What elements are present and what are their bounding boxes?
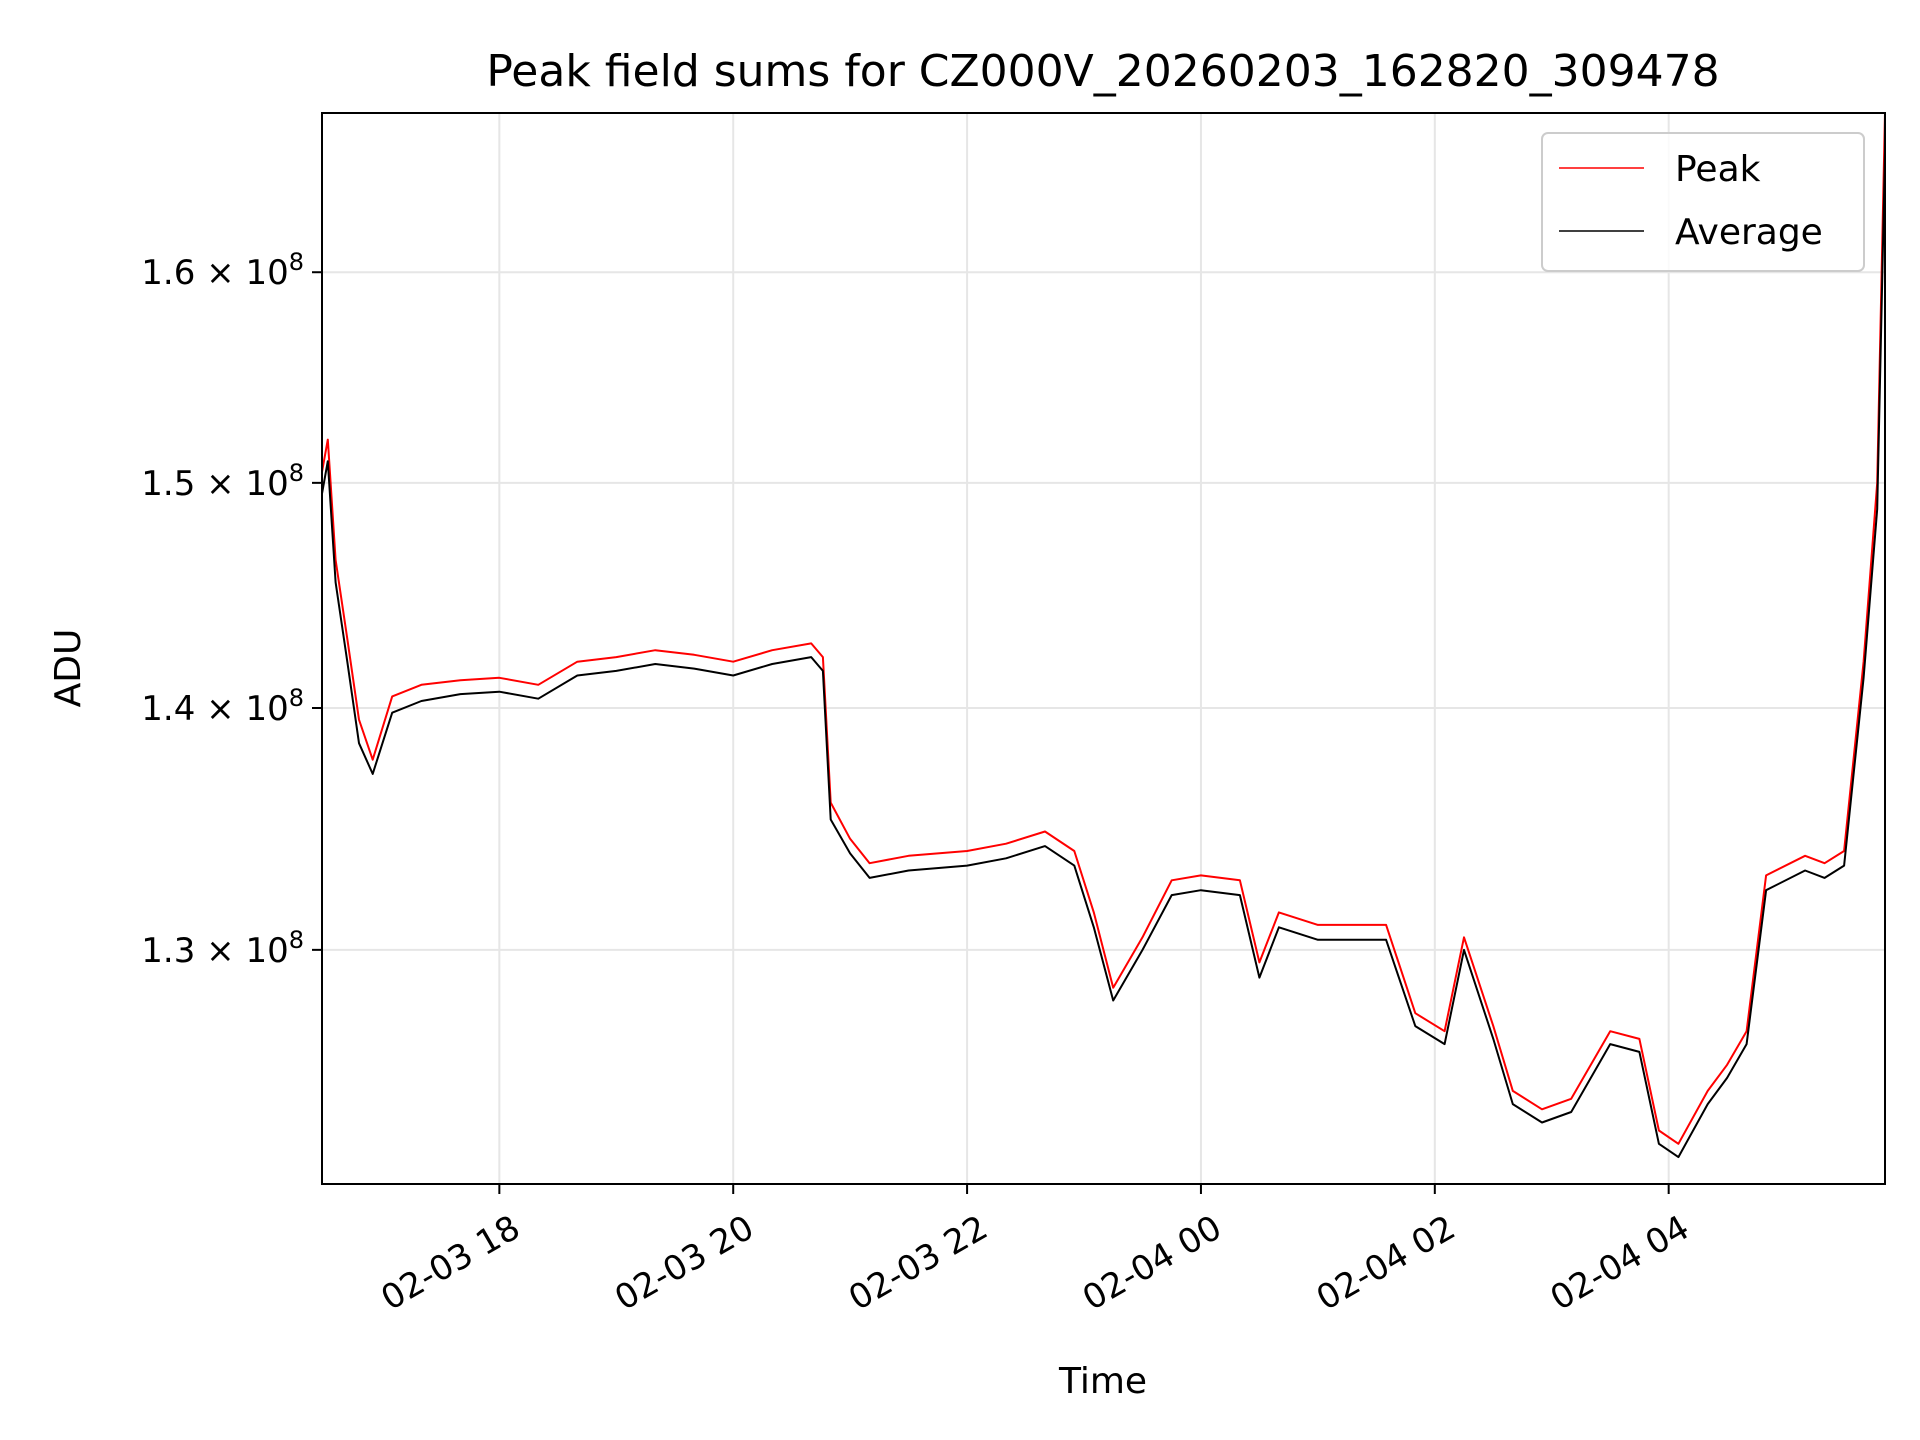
plot-frame — [321, 112, 1886, 1185]
legend-label-peak: Peak — [1675, 149, 1761, 190]
legend-label-average: Average — [1675, 212, 1823, 253]
y-tick-label: 1.5 × 108 — [141, 459, 304, 504]
series-line-peak — [321, 112, 1886, 1145]
y-tick-label: 1.3 × 108 — [141, 926, 304, 971]
grid — [322, 113, 1885, 1184]
chart-title: Peak field sums for CZ000V_20260203_1628… — [486, 46, 1719, 97]
series-line-average — [321, 152, 1886, 1159]
x-axis-label: Time — [1058, 1361, 1147, 1402]
y-tick-label: 1.4 × 108 — [141, 684, 304, 729]
y-axis-label: ADU — [48, 629, 89, 708]
series-group — [321, 112, 1886, 1159]
y-tick-label: 1.6 × 108 — [141, 248, 304, 293]
legend: Peak Average — [1541, 132, 1865, 272]
